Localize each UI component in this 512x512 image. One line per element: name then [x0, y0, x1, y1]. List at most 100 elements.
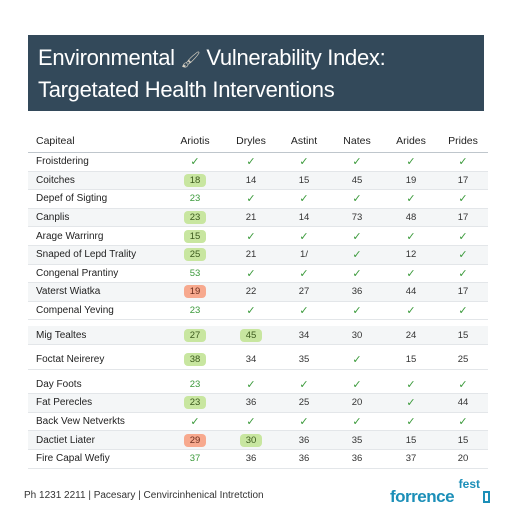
- cell-value: 20: [457, 453, 469, 465]
- check-icon: ✓: [458, 156, 468, 169]
- cell-value: 19: [405, 174, 417, 186]
- check-icon: ✓: [246, 416, 256, 429]
- column-header: Arides: [396, 135, 426, 147]
- value-badge: 45: [239, 328, 263, 342]
- table-cell: 38: [166, 351, 224, 369]
- cell-value: 17: [457, 174, 469, 186]
- table-cell: ✓: [330, 376, 384, 394]
- check-icon: ✓: [458, 416, 468, 429]
- table-row: Back Vew Netverkts ✓ ✓ ✓ ✓ ✓ ✓: [28, 413, 488, 432]
- table-cell: 27: [166, 326, 224, 344]
- check-icon: ✓: [352, 230, 362, 243]
- value-badge: 23: [183, 396, 207, 410]
- cell-value: 37: [189, 453, 201, 465]
- table-cell: ✓: [384, 265, 438, 283]
- cell-value: 15: [405, 354, 417, 366]
- table-row: Vaterst Wiatka 19 22 27 36 44 17: [28, 283, 488, 302]
- table-cell: ✓: [278, 227, 330, 245]
- cell-value: 17: [457, 212, 469, 224]
- table-cell: ✓: [278, 302, 330, 320]
- table-cell: 15: [166, 227, 224, 245]
- row-label: Arage Warrinrg: [36, 230, 104, 242]
- table-cell: 73: [330, 209, 384, 227]
- table-row: Coitches 18 14 15 45 19 17: [28, 171, 488, 191]
- row-label: Fire Capal Wefiy: [36, 453, 110, 465]
- table-cell: ✓: [278, 190, 330, 208]
- table-cell: 24: [384, 326, 438, 344]
- cell-value: 35: [351, 434, 363, 446]
- table-cell: ✓: [438, 246, 488, 264]
- table-cell: ✓: [438, 413, 488, 431]
- table-cell: 17: [438, 172, 488, 190]
- table-cell: 30: [330, 326, 384, 344]
- cell-value: 21: [245, 249, 257, 261]
- cell-value: 25: [457, 354, 469, 366]
- table-cell: ✓: [438, 302, 488, 320]
- title-part-1: Environmental: [38, 45, 175, 70]
- table-cell: ✓: [438, 190, 488, 208]
- column-header: Capiteal: [36, 135, 75, 147]
- row-label: Congenal Prantiny: [36, 267, 119, 279]
- cell-value: 14: [298, 212, 310, 224]
- table-row: Fire Capal Wefiy 37 36 36 36 37 20: [28, 450, 488, 469]
- logo-bottom-text: forrence: [390, 487, 455, 506]
- check-icon: ✓: [406, 230, 416, 243]
- cell-value: 17: [457, 286, 469, 298]
- table-cell: 34: [224, 351, 278, 369]
- check-icon: ✓: [246, 378, 256, 391]
- table-cell: 23: [166, 376, 224, 394]
- value-badge: 29: [183, 433, 207, 447]
- table-cell: 35: [278, 351, 330, 369]
- cell-value: 23: [189, 378, 201, 390]
- cell-value: 23: [189, 305, 201, 317]
- cell-value: 14: [245, 174, 257, 186]
- table-cell: 48: [384, 209, 438, 227]
- cell-value: 36: [351, 453, 363, 465]
- cell-value: 27: [298, 286, 310, 298]
- column-header: Prides: [448, 135, 478, 147]
- check-icon: ✓: [246, 305, 256, 318]
- table-cell: 37: [166, 450, 224, 468]
- table-cell: 20: [438, 450, 488, 468]
- cell-value: 30: [351, 329, 363, 341]
- cell-value: 15: [457, 434, 469, 446]
- table-cell: ✓: [438, 153, 488, 171]
- title-part-2: Vulnerability Index:: [206, 45, 386, 70]
- value-badge: 25: [183, 248, 207, 262]
- row-label: Depef of Sigting: [36, 193, 108, 205]
- table-cell: 22: [224, 283, 278, 301]
- table-row: Fat Perecles 23 36 25 20 ✓ 44: [28, 394, 488, 413]
- logo-top-text: fest: [458, 477, 480, 491]
- cell-value: 48: [405, 212, 417, 224]
- table-cell: 44: [438, 394, 488, 412]
- table-cell: 17: [438, 283, 488, 301]
- cell-value: 23: [189, 193, 201, 205]
- table-cell: ✓: [224, 413, 278, 431]
- table-cell: 34: [278, 326, 330, 344]
- table-cell: 1/: [278, 246, 330, 264]
- cell-value: 36: [245, 453, 257, 465]
- table-cell: ✓: [438, 227, 488, 245]
- table-cell: ✓: [224, 227, 278, 245]
- check-icon: ✓: [246, 230, 256, 243]
- table-cell: ✓: [224, 265, 278, 283]
- table-cell: ✓: [224, 376, 278, 394]
- table-cell: 25: [278, 394, 330, 412]
- row-label: Dactiet Liater: [36, 434, 95, 446]
- table-cell: ✓: [384, 394, 438, 412]
- table-cell: ✓: [384, 153, 438, 171]
- table-cell: 25: [438, 351, 488, 369]
- check-icon: ✓: [406, 267, 416, 280]
- table-cell: ✓: [278, 376, 330, 394]
- footer-text: Ph 1231 2211 | Pacesary | Cenvircinhenic…: [24, 490, 264, 501]
- table-cell: ✓: [278, 413, 330, 431]
- column-header: Astint: [290, 135, 318, 147]
- check-icon: ✓: [299, 305, 309, 318]
- table-cell: 20: [330, 394, 384, 412]
- table-cell: ✓: [330, 153, 384, 171]
- table-cell: ✓: [330, 265, 384, 283]
- cell-value: 24: [405, 329, 417, 341]
- table-cell: ✓: [330, 190, 384, 208]
- check-icon: ✓: [406, 416, 416, 429]
- table-cell: 15: [384, 351, 438, 369]
